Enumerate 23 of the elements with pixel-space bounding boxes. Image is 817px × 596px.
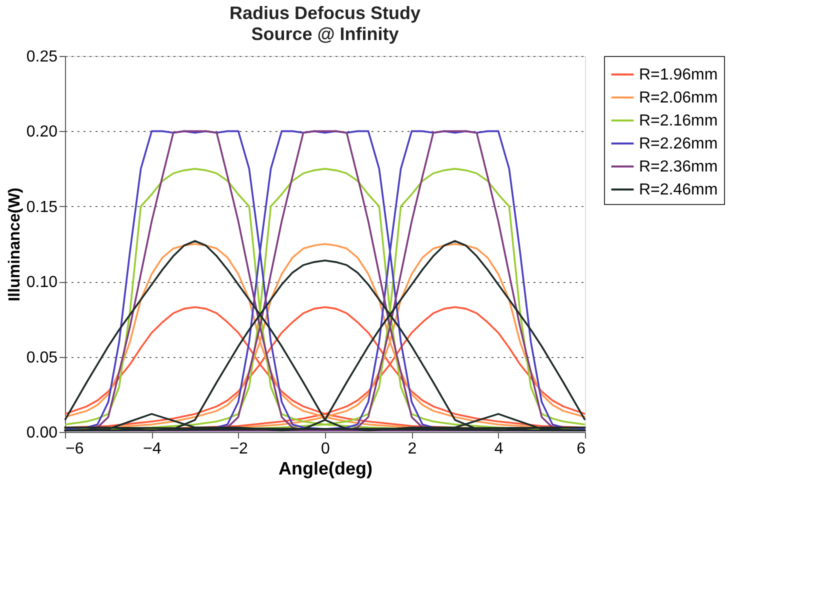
x-tick-label: 0	[321, 440, 330, 458]
x-axis-title: Angle(deg)	[278, 458, 372, 478]
y-tick-label: 0.05	[26, 349, 58, 366]
chart-title: Radius Defocus Study	[229, 3, 421, 23]
legend-label: R=2.36mm	[639, 158, 718, 176]
legend-label: R=2.26mm	[639, 136, 718, 152]
y-tick-label: 0.25	[26, 48, 58, 66]
x-tick-label: −2	[230, 440, 248, 458]
chart-subtitle: Source @ Infinity	[251, 24, 399, 44]
x-tick-label: −4	[143, 440, 162, 458]
x-tick-label: 4	[494, 440, 504, 458]
y-tick-label: 0.00	[26, 424, 58, 442]
legend-label: R=2.06mm	[639, 90, 718, 106]
legend-label: R=2.46mm	[639, 182, 718, 198]
y-axis-title: Illuminance(W)	[6, 188, 24, 302]
x-tick-label: 2	[408, 440, 417, 458]
y-tick-label: 0.10	[26, 274, 58, 292]
legend-label: R=1.96mm	[639, 66, 718, 84]
legend-label: R=2.16mm	[639, 112, 718, 130]
y-tick-label: 0.15	[26, 198, 58, 216]
y-tick-label: 0.20	[26, 124, 58, 141]
x-tick-label: 6	[576, 440, 586, 458]
x-tick-label: −6	[66, 440, 84, 458]
